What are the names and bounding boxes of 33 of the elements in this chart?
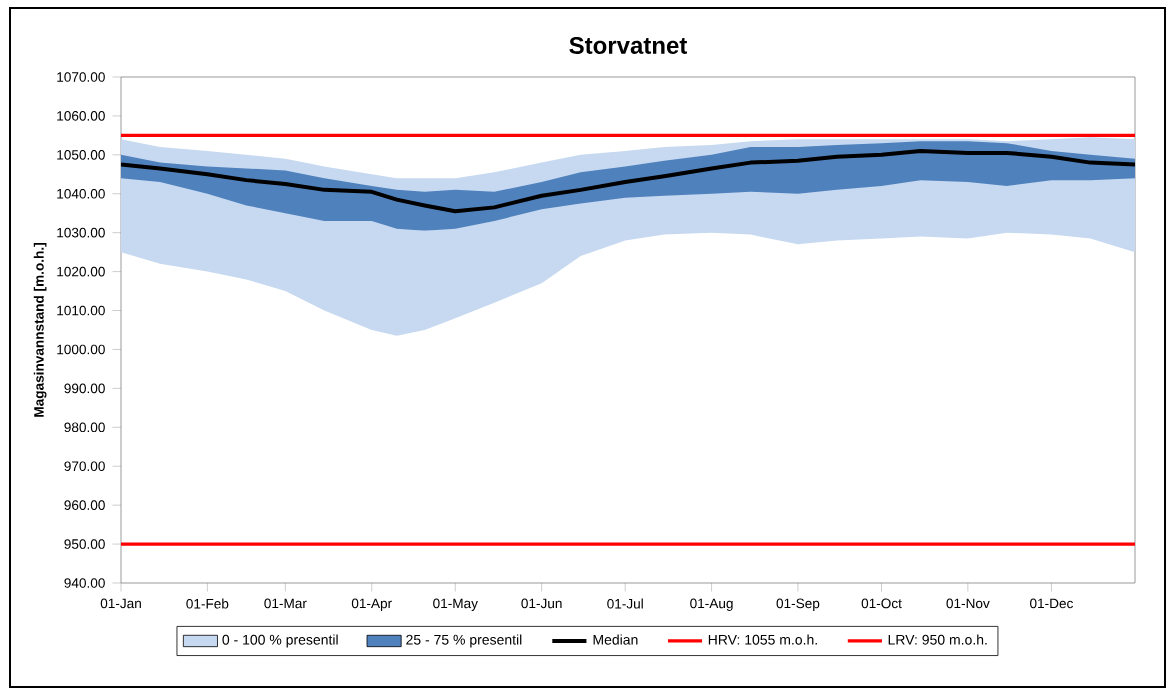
- legend-label: Median: [593, 634, 638, 645]
- x-tick-label: 01-Aug: [690, 598, 733, 611]
- y-tick-label: 960.00: [64, 500, 105, 510]
- x-tick-label: 01-Mar: [264, 598, 307, 609]
- x-tick-label: 01-Oct: [861, 598, 902, 609]
- y-tick-label: 1040.00: [57, 188, 105, 199]
- x-tick-label: 01-Jan: [100, 598, 141, 609]
- y-tick-label: 1060.00: [57, 111, 105, 121]
- y-tick-label: 1000.00: [57, 344, 105, 355]
- y-tick-label: 990.00: [64, 383, 105, 394]
- y-tick-label: 1020.00: [57, 266, 105, 277]
- legend-label: LRV: 950 m.o.h.: [888, 634, 987, 645]
- y-tick-label: 940.00: [64, 578, 105, 588]
- y-tick-label: 1030.00: [57, 227, 105, 238]
- x-tick-label: 01-Jul: [607, 598, 643, 609]
- y-tick-label: 980.00: [64, 422, 105, 433]
- legend-label: HRV: 1055 m.o.h.: [708, 634, 817, 645]
- x-tick-label: 01-Feb: [186, 598, 229, 609]
- y-axis-title: Magasinvannstand [m.o.h.]: [33, 243, 47, 417]
- x-tick-label: 01-Dec: [1030, 598, 1073, 609]
- legend-label: 0 - 100 % presentil: [222, 634, 338, 648]
- y-tick-label: 1010.00: [57, 305, 105, 316]
- x-tick-label: 01-May: [433, 598, 478, 611]
- x-tick-label: 01-Sep: [776, 598, 820, 611]
- legend-label: 25 - 75 % presentil: [406, 634, 522, 648]
- x-tick-label: 01-Jun: [521, 598, 562, 609]
- y-tick-label: 1050.00: [57, 150, 105, 160]
- y-tick-label: 970.00: [64, 461, 105, 472]
- y-tick-label: 950.00: [64, 539, 105, 549]
- chart-title: Storvatnet: [569, 36, 688, 54]
- x-tick-label: 01-Nov: [946, 598, 990, 609]
- y-tick-label: 1070.00: [57, 72, 105, 82]
- x-tick-label: 01-Apr: [351, 598, 392, 611]
